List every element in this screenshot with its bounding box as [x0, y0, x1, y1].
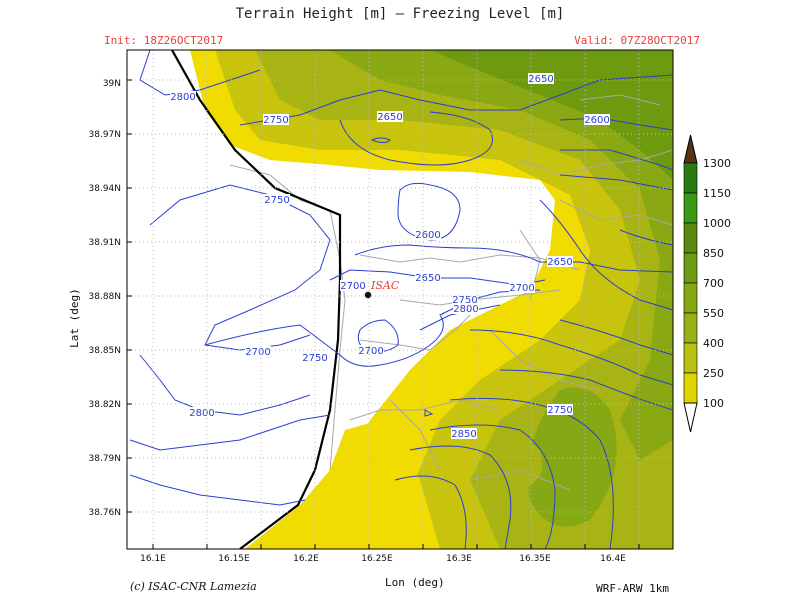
- contour-label: 2750: [547, 405, 572, 416]
- contour-label: 2600: [584, 115, 609, 126]
- contour-label: 2750: [264, 195, 289, 206]
- colorbar-min-arrow-icon: [683, 402, 698, 433]
- credit-text: (c) ISAC-CNR Lamezia: [130, 580, 257, 593]
- colorbar-max-arrow-icon: [683, 134, 698, 164]
- y-tick-label: 38.82N: [89, 400, 122, 410]
- y-tick-label: 38.85N: [89, 346, 122, 356]
- x-axis-title: Lon (deg): [385, 576, 445, 589]
- y-tick-label: 38.88N: [89, 292, 122, 302]
- contour-label: 2800: [189, 408, 214, 419]
- y-tick-label: 38.91N: [89, 238, 122, 248]
- x-tick-label: 16.2E: [293, 554, 319, 564]
- y-tick-label: 38.97N: [89, 130, 122, 140]
- model-name: WRF-ARW 1km: [596, 582, 669, 595]
- contour-label: 2800: [453, 304, 478, 315]
- colorbar-label: 1000: [703, 217, 731, 230]
- colorbar-label: 100: [703, 397, 724, 410]
- x-tick-label: 16.25E: [361, 554, 393, 564]
- lat-lon-grid: [127, 50, 673, 549]
- y-tick-labels: 39N 38.97N 38.94N 38.91N 38.88N 38.85N 3…: [89, 79, 122, 518]
- contour-label: 2650: [415, 273, 440, 284]
- colorbar-label: 700: [703, 277, 724, 290]
- contour-label: 2800: [170, 92, 195, 103]
- colorbar: 1300 1150 1000 850 700 550 400 250 100: [683, 134, 731, 433]
- contour-label: 2650: [547, 257, 572, 268]
- contour-label: 2850: [451, 429, 476, 440]
- x-tick-label: 16.4E: [600, 554, 626, 564]
- station-isac: ISAC: [364, 279, 400, 299]
- station-label: ISAC: [370, 279, 400, 292]
- colorbar-label: 400: [703, 337, 724, 350]
- contour-label: 2700: [358, 346, 383, 357]
- x-tick-label: 16.3E: [446, 554, 472, 564]
- x-tick-label: 16.15E: [218, 554, 250, 564]
- contour-label: 2700: [245, 347, 270, 358]
- contour-label: 2700: [509, 283, 534, 294]
- y-axis-title: Lat (deg): [68, 288, 81, 348]
- contour-label: 2650: [377, 112, 402, 123]
- x-tick-labels: 16.1E 16.15E 16.2E 16.25E 16.3E 16.35E 1…: [140, 554, 626, 564]
- plot-frame: [126, 49, 674, 550]
- colorbar-label: 250: [703, 367, 724, 380]
- y-tick-label: 38.94N: [89, 184, 122, 194]
- colorbar-label: 850: [703, 247, 724, 260]
- x-tick-label: 16.1E: [140, 554, 166, 564]
- axis-ticks: [127, 79, 640, 549]
- valid-time: Valid: 07Z28OCT2017: [574, 34, 700, 47]
- colorbar-label: 550: [703, 307, 724, 320]
- road-network: [229, 94, 673, 491]
- init-time: Init: 18Z26OCT2017: [104, 34, 224, 47]
- map-title: Terrain Height [m] — Freezing Level [m]: [235, 6, 565, 22]
- y-tick-label: 39N: [103, 79, 121, 89]
- x-tick-label: 16.35E: [519, 554, 551, 564]
- colorbar-label: 1150: [703, 187, 731, 200]
- contour-label: 2650: [528, 74, 553, 85]
- y-tick-label: 38.76N: [89, 508, 122, 518]
- contour-labels: 2800 2750 2650 2650 2600 2750 2600 2650 …: [170, 73, 610, 440]
- colorbar-label: 1300: [703, 157, 731, 170]
- contour-label: 2600: [415, 230, 440, 241]
- station-marker-icon: [364, 291, 372, 299]
- contour-label: 2750: [452, 295, 477, 306]
- contour-label: 2700: [340, 281, 365, 292]
- y-tick-label: 38.79N: [89, 454, 122, 464]
- contour-label: 2750: [263, 115, 288, 126]
